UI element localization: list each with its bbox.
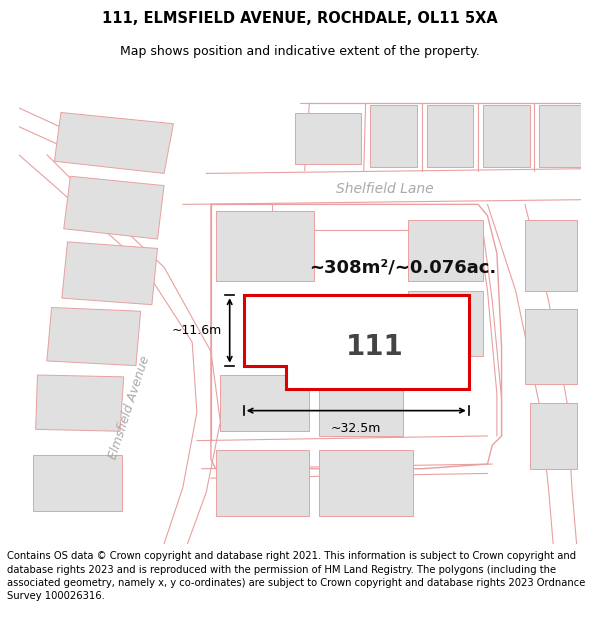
Polygon shape — [47, 308, 140, 366]
Polygon shape — [33, 455, 122, 511]
Polygon shape — [215, 211, 314, 281]
Text: Map shows position and indicative extent of the property.: Map shows position and indicative extent… — [120, 45, 480, 58]
Text: ~32.5m: ~32.5m — [331, 422, 382, 435]
Text: ~308m²/~0.076ac.: ~308m²/~0.076ac. — [310, 258, 497, 276]
Polygon shape — [244, 295, 469, 389]
Polygon shape — [64, 176, 164, 239]
Polygon shape — [408, 291, 483, 356]
Polygon shape — [427, 105, 473, 167]
Polygon shape — [408, 220, 483, 281]
Polygon shape — [55, 112, 173, 173]
Text: Contains OS data © Crown copyright and database right 2021. This information is : Contains OS data © Crown copyright and d… — [7, 551, 586, 601]
Polygon shape — [525, 309, 577, 384]
Polygon shape — [539, 105, 581, 167]
Polygon shape — [370, 105, 417, 167]
Polygon shape — [319, 384, 403, 436]
Polygon shape — [220, 375, 310, 431]
Text: 111: 111 — [346, 333, 404, 361]
Polygon shape — [530, 403, 577, 469]
Text: ~11.6m: ~11.6m — [172, 324, 222, 337]
Polygon shape — [483, 105, 530, 167]
Text: 111, ELMSFIELD AVENUE, ROCHDALE, OL11 5XA: 111, ELMSFIELD AVENUE, ROCHDALE, OL11 5X… — [102, 11, 498, 26]
Polygon shape — [35, 375, 124, 431]
Polygon shape — [525, 220, 577, 291]
Polygon shape — [319, 450, 413, 516]
Text: Shelfield Lane: Shelfield Lane — [335, 182, 433, 196]
Text: Elmsfield Avenue: Elmsfield Avenue — [106, 354, 152, 461]
Polygon shape — [215, 450, 310, 516]
Polygon shape — [295, 112, 361, 164]
Polygon shape — [62, 242, 157, 304]
